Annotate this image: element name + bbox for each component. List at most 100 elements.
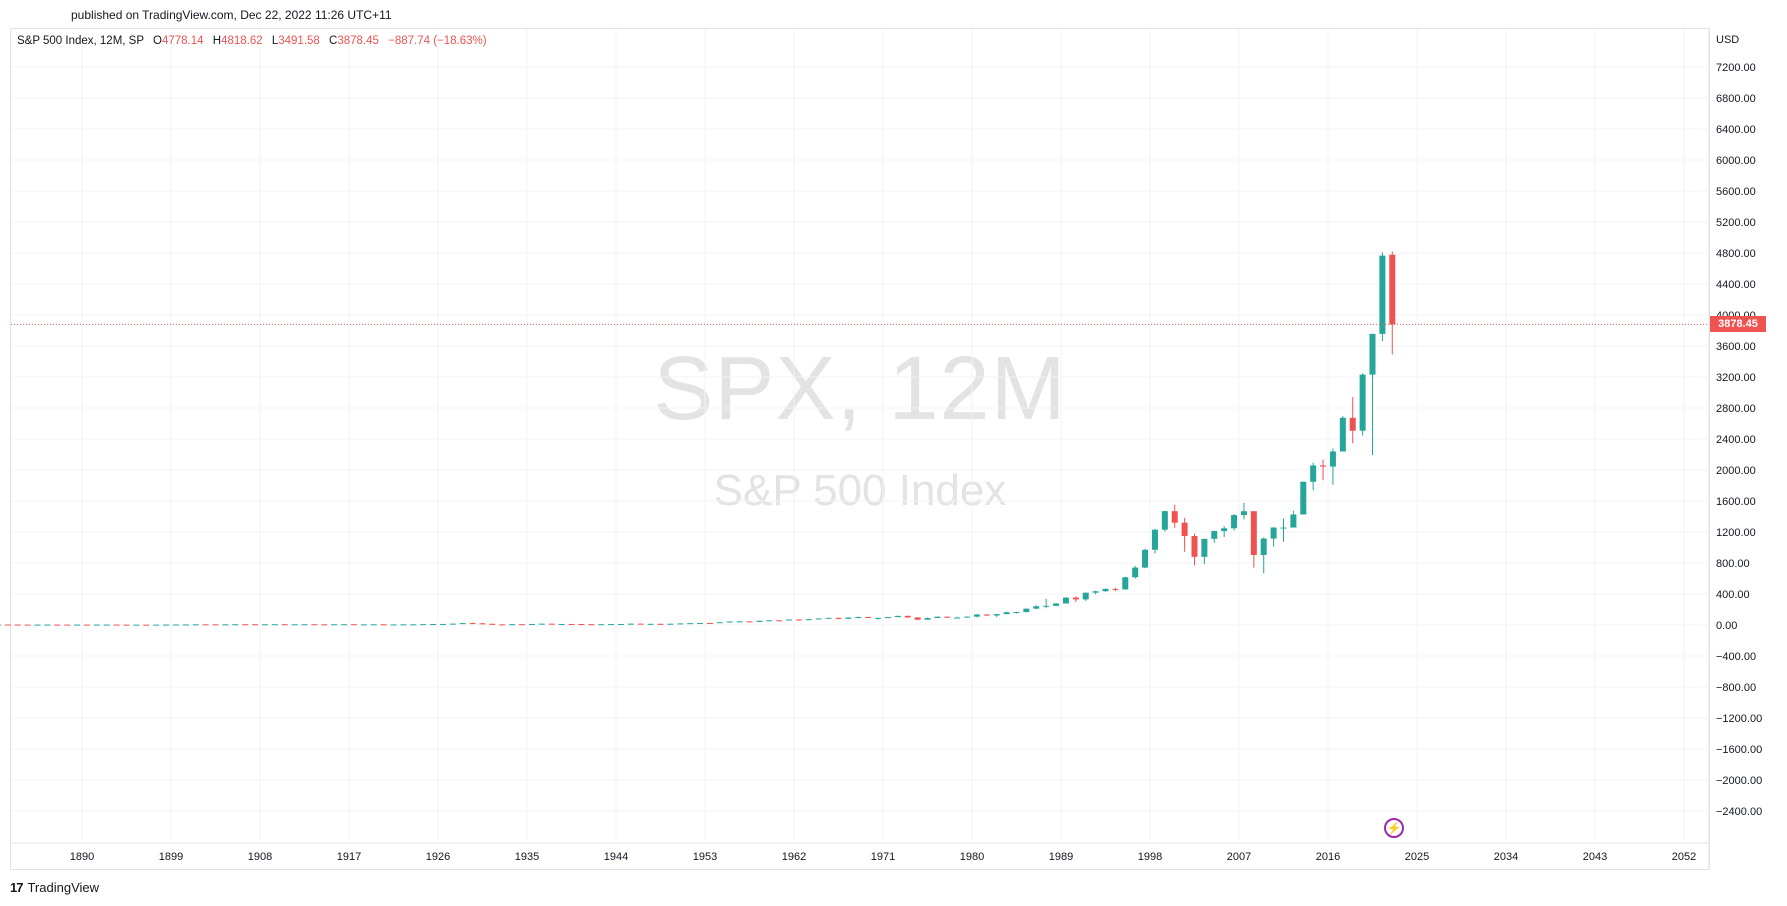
- candle-body: [805, 619, 812, 621]
- x-tick-label: 2052: [1672, 851, 1696, 863]
- candle-body: [1053, 603, 1060, 606]
- x-tick-label: 1998: [1138, 851, 1162, 863]
- y-tick-label: 6400.00: [1716, 124, 1756, 136]
- candle-body: [1211, 531, 1218, 539]
- candle-body: [627, 623, 634, 625]
- candle-body: [637, 623, 644, 625]
- candle-body: [697, 622, 704, 624]
- candle-body: [410, 624, 417, 626]
- candle-body: [281, 624, 288, 626]
- candle-body: [786, 619, 793, 621]
- candle-body: [242, 624, 249, 626]
- candle-body: [1359, 374, 1366, 431]
- candle-body: [4, 624, 11, 626]
- candle-body: [459, 623, 466, 625]
- y-tick-label: 800.00: [1716, 558, 1750, 570]
- candle-body: [954, 617, 961, 619]
- candle-body: [1161, 511, 1168, 530]
- candle-body: [499, 624, 506, 626]
- candle-body: [54, 624, 61, 626]
- legend-symbol: S&P 500 Index, 12M, SP: [17, 35, 144, 47]
- candle-body: [311, 624, 318, 626]
- x-tick-label: 2025: [1405, 851, 1429, 863]
- candle-body: [538, 623, 545, 625]
- candle-body: [1082, 592, 1089, 600]
- candle-body: [617, 623, 624, 625]
- x-tick-label: 1980: [960, 851, 984, 863]
- x-tick-label: 1944: [604, 851, 628, 863]
- candle-body: [390, 624, 397, 626]
- candle-body: [420, 624, 427, 626]
- candle-body: [232, 624, 239, 626]
- candle-body: [143, 624, 150, 626]
- x-tick-label: 1908: [248, 851, 272, 863]
- legend-high-label: H: [212, 35, 222, 47]
- candle-body: [301, 624, 308, 626]
- y-tick-label: 7200.00: [1716, 62, 1756, 74]
- tradingview-logo-icon: 17: [10, 880, 24, 895]
- candle-body: [568, 623, 575, 625]
- candle-body: [64, 624, 71, 626]
- candle-body: [360, 624, 367, 626]
- candle-body: [1231, 515, 1238, 529]
- candle-body: [1250, 511, 1257, 555]
- candle-body: [845, 617, 852, 619]
- candle-body: [341, 624, 348, 626]
- candle-body: [14, 624, 21, 626]
- candle-body: [113, 624, 120, 626]
- y-tick-label: 400.00: [1716, 589, 1750, 601]
- candle-body: [934, 616, 941, 619]
- candle-body: [766, 620, 773, 622]
- candle-body: [1310, 465, 1317, 482]
- candle-body: [1151, 529, 1158, 550]
- candle-body: [964, 616, 971, 618]
- candle-body: [133, 624, 140, 626]
- candle-body: [370, 624, 377, 626]
- y-tick-label: −2400.00: [1716, 806, 1762, 818]
- candle-body: [894, 615, 901, 618]
- y-tick-label: 0.00: [1716, 620, 1737, 632]
- x-tick-label: 1890: [70, 851, 94, 863]
- candle-body: [321, 624, 328, 626]
- candle-body: [944, 616, 951, 618]
- legend-close-label: C: [329, 35, 338, 47]
- candle-body: [1023, 608, 1030, 613]
- x-tick-label: 1935: [515, 851, 539, 863]
- footer-brand[interactable]: 17 TradingView: [10, 880, 99, 895]
- candle-body: [519, 624, 526, 626]
- x-tick-label: 1926: [426, 851, 450, 863]
- candle-body: [687, 623, 694, 625]
- candle-body: [489, 623, 496, 625]
- published-note: published on TradingView.com, Dec 22, 20…: [71, 8, 392, 22]
- candle-body: [1221, 528, 1228, 532]
- x-tick-label: 2016: [1316, 851, 1340, 863]
- y-tick-label: 2400.00: [1716, 434, 1756, 446]
- y-tick-label: 5600.00: [1716, 186, 1756, 198]
- y-tick-label: −400.00: [1716, 651, 1756, 663]
- candle-body: [103, 624, 110, 626]
- candle-body: [815, 618, 822, 620]
- candle-body: [1369, 333, 1376, 375]
- lightning-icon[interactable]: ⚡: [1384, 818, 1404, 838]
- candle-body: [212, 624, 219, 626]
- y-tick-label: −800.00: [1716, 682, 1756, 694]
- last-price-tag: 3878.45: [1710, 316, 1766, 333]
- candle-body: [1112, 588, 1119, 590]
- candle-body: [350, 624, 357, 626]
- candle-body: [291, 624, 298, 626]
- footer-brand-text: TradingView: [27, 880, 100, 895]
- candle-body: [993, 614, 1000, 616]
- candle-body: [736, 621, 743, 623]
- y-tick-label: 3200.00: [1716, 372, 1756, 384]
- candle-body: [153, 624, 160, 626]
- y-tick-label: 2000.00: [1716, 465, 1756, 477]
- candle-body: [1033, 606, 1040, 609]
- ohlc-legend: S&P 500 Index, 12M, SP O4778.14 H4818.62…: [17, 35, 487, 47]
- candle-body: [1320, 465, 1327, 467]
- y-tick-label: 6000.00: [1716, 155, 1756, 167]
- candle-body: [756, 620, 763, 622]
- candle-body: [1389, 254, 1396, 325]
- y-tick-label: 1600.00: [1716, 496, 1756, 508]
- x-tick-label: 1962: [782, 851, 806, 863]
